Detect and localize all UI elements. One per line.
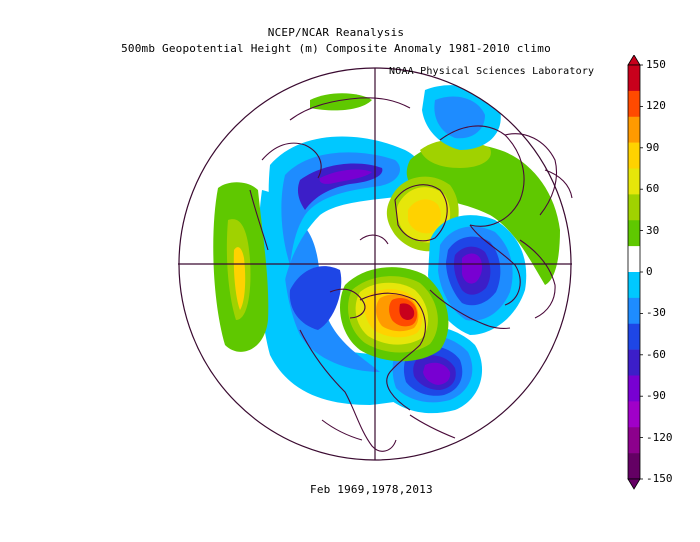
colorbar-segment [628, 168, 640, 195]
coastlines [249, 97, 573, 452]
colorbar [627, 55, 643, 490]
colorbar-segment [628, 220, 640, 247]
colorbar-tick-label: -90 [646, 389, 666, 403]
colorbar-segment [628, 453, 640, 480]
colorbar-segment [628, 272, 640, 299]
colorbar-segment [628, 246, 640, 273]
credit-label: NOAA Physical Sciences Laboratory [389, 66, 595, 77]
colorbar-tick-label: 60 [646, 182, 660, 196]
date-label: Feb 1969,1978,2013 [310, 483, 433, 496]
colorbar-segment [628, 142, 640, 169]
colorbar-tick-label: -150 [646, 472, 673, 485]
colorbar-segment [628, 297, 640, 325]
colorbar-segment [628, 116, 640, 143]
colorbar-segment [628, 90, 640, 118]
colorbar-segment [628, 427, 640, 454]
map-subtitle: 500mb Geopotential Height (m) Composite … [121, 42, 551, 55]
colorbar-top-arrow [627, 55, 641, 66]
map-title: NCEP/NCAR Reanalysis [267, 26, 405, 39]
colorbar-segment [628, 194, 640, 221]
colorbar-segment [628, 401, 640, 428]
colorbar-tick-label: 90 [646, 140, 660, 154]
colorbar-segment [628, 323, 640, 350]
colorbar-tick-label: -30 [646, 306, 666, 320]
colorbar-tick-label: -120 [646, 430, 673, 444]
colorbar-tick-label: -60 [646, 347, 666, 361]
colorbar-segment [628, 349, 640, 376]
colorbar-segment [628, 375, 640, 402]
colorbar-tick-label: 150 [646, 58, 666, 71]
colorbar-tick-label: 120 [646, 99, 666, 113]
colorbar-bottom-arrow [627, 478, 641, 490]
colorbar-tick-label: 0 [646, 265, 653, 278]
colorbar-tick-label: 30 [646, 223, 660, 237]
colorbar-segment [628, 65, 640, 92]
